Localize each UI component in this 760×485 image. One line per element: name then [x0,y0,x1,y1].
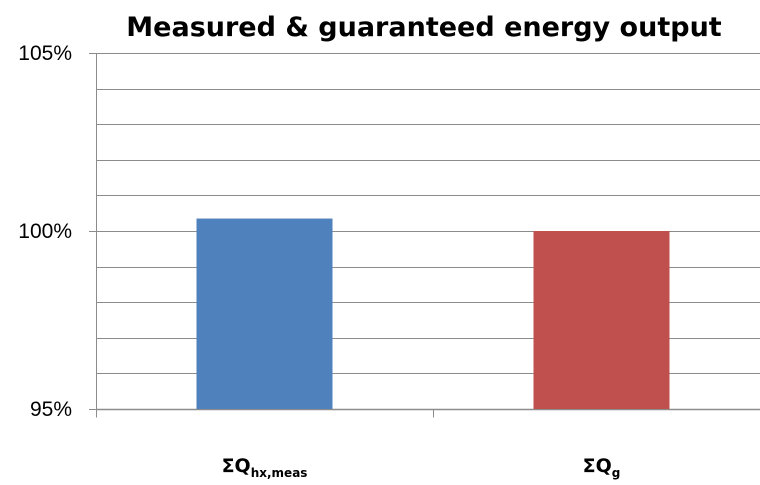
bars [196,218,670,409]
x-category-labels: ΣQhx,meas ΣQg [222,455,621,480]
y-tick-labels: 95% 100% 105% [18,42,72,421]
x-category-label: ΣQg [583,455,621,480]
axes [89,53,760,418]
y-tick-label: 100% [18,220,72,243]
x-category-label: ΣQhx,meas [222,455,308,480]
chart-title: Measured & guaranteed energy output [126,12,721,43]
bar-1 [196,218,333,409]
bar-2 [533,231,670,409]
y-tick-label: 95% [30,398,72,421]
y-tick-label: 105% [18,42,72,65]
